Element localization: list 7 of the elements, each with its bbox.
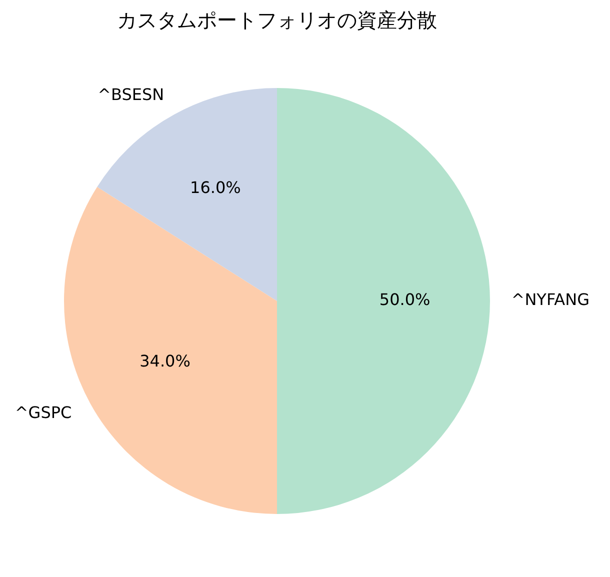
slice-label: ^NYFANG [511, 290, 590, 310]
chart-title: カスタムポートフォリオの資産分散 [117, 8, 437, 32]
data-label: 50.0% [379, 290, 430, 310]
data-label: 16.0% [190, 178, 241, 198]
data-label: 34.0% [140, 352, 190, 371]
slice-label: ^BSESN [98, 84, 164, 104]
slice-label: ^GSPC [14, 403, 72, 422]
